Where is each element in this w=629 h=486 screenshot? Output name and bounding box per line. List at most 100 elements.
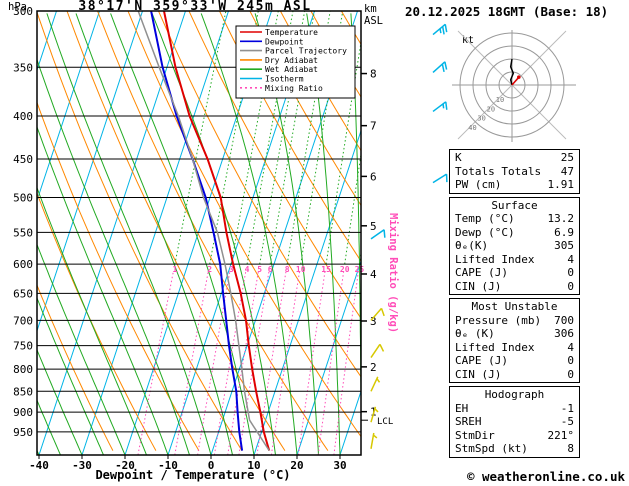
series-parcel-trajectory: [137, 11, 270, 452]
wind-barb: [370, 343, 385, 358]
index-value: 25: [560, 151, 574, 164]
km-tick-label: 5: [370, 220, 377, 233]
pressure-tick-label: 600: [13, 258, 33, 271]
index-row: StmDir 221°: [450, 429, 579, 443]
wind-barb: [370, 307, 385, 321]
index-row: Lifted Index 4: [450, 341, 579, 355]
index-row: CAPE (J) 0: [450, 354, 579, 368]
mixing-ratio-value: 10: [296, 265, 306, 274]
index-row: CAPE (J) 0: [450, 266, 579, 280]
mixing-ratio-value: 3: [229, 265, 234, 274]
wet-adiabats: [37, 13, 361, 455]
pressure-tick-label: 400: [13, 110, 33, 123]
index-row: Dewp (°C) 6.9: [450, 226, 579, 240]
wind-barb: [370, 432, 378, 449]
wind-barb: [432, 101, 448, 113]
pressure-tick-label: 450: [13, 153, 33, 166]
index-label: PW (cm): [455, 178, 502, 191]
temp-tick-label: -40: [29, 459, 49, 472]
index-value: 1.91: [547, 178, 575, 191]
pressure-tick-label: 300: [13, 5, 33, 18]
skewt-background: [37, 11, 361, 455]
isotherms: [37, 11, 361, 455]
index-row: EH -1: [450, 402, 579, 416]
index-label: EH: [455, 401, 469, 415]
index-label: CIN (J): [455, 279, 502, 293]
index-row: StmSpd (kt) 8: [450, 442, 579, 456]
pressure-unit-label: hPa: [8, 1, 27, 13]
index-value: -1: [560, 401, 574, 415]
legend-label: Mixing Ratio: [265, 84, 323, 93]
temp-tick-label: -20: [115, 459, 135, 472]
mixing-ratio-value: 8: [285, 265, 290, 274]
skewt-chart: hPa 38°17'N 359°33'W 245m ASL km ASL Mix…: [8, 0, 448, 482]
temp-tick-label: 30: [333, 459, 346, 472]
hodo-ring-label: 40: [468, 124, 476, 132]
pressure-tick-label: 950: [13, 426, 33, 439]
temp-axis: -40 -30 -20 -10 0 10 20 30: [29, 455, 347, 472]
mixing-ratio-value: 20: [340, 265, 350, 274]
index-label: θₑ (K): [455, 327, 495, 340]
index-value: 8: [567, 442, 574, 455]
wind-barb: [432, 61, 448, 74]
index-row: K 25: [450, 151, 579, 165]
index-value: 0: [567, 279, 574, 293]
pressure-axis: 300 350 400 450 500 550 600 650 700 750 800 850 900 9…: [13, 5, 361, 439]
legend-label: Dry Adiabat: [265, 56, 318, 65]
indices-tables: K 25 Totals Totals 47 PW (cm) 1.91 Surface Temp…: [449, 149, 580, 458]
legend-label: Wet Adiabat: [265, 65, 318, 74]
index-label: Dewp (°C): [455, 225, 515, 239]
index-label: CAPE (J): [455, 266, 508, 279]
legend-label: Parcel Trajectory: [265, 47, 347, 56]
temp-tick-label: 10: [247, 459, 260, 472]
datetime-label: 20.12.2025 18GMT (Base: 18): [405, 4, 609, 19]
hodo-ring-label: 20: [487, 105, 495, 113]
index-label: StmSpd (kt): [455, 442, 528, 455]
index-row: Pressure (mb) 700: [450, 314, 579, 328]
legend-label: Temperature: [265, 28, 318, 37]
temp-tick-label: -10: [158, 459, 178, 472]
mixing-ratio-axis-label: Mixing Ratio (g/kg): [387, 213, 399, 333]
index-label: StmDir: [455, 428, 495, 442]
index-value: 0: [567, 266, 574, 279]
copyright: © weatheronline.co.uk: [466, 469, 625, 484]
mixing-ratio-value: 1: [172, 265, 177, 274]
pressure-tick-label: 500: [13, 192, 33, 205]
pressure-tick-label: 650: [13, 287, 33, 300]
chart-title: 38°17'N 359°33'W 245m ASL: [78, 0, 311, 14]
km-tick-label: 8: [370, 68, 377, 81]
series-dewpoint: [150, 11, 244, 451]
mixing-ratio-value: 15: [321, 265, 331, 274]
mixing-ratio-value: 5: [257, 265, 262, 274]
index-value: 6.9: [554, 225, 574, 239]
plot-frame: [36, 10, 362, 456]
hodo-ring-label: 10: [496, 96, 504, 104]
index-label: Totals Totals: [455, 164, 542, 178]
index-value: 306: [554, 327, 574, 340]
pressure-tick-label: 900: [13, 406, 33, 419]
km-tick-label: 7: [370, 120, 377, 133]
indices-section-header: Hodograph: [484, 388, 545, 401]
wind-barb: [370, 376, 381, 392]
temp-tick-label: 20: [290, 459, 303, 472]
km-tick-label: 3: [370, 315, 377, 328]
legend-label: Dewpoint: [265, 37, 304, 46]
indices-box: Most Unstable Pressure (mb) 700 θₑ (K) 306 Li…: [449, 298, 580, 383]
wind-barb: [432, 23, 448, 36]
indices-section-header: Surface: [491, 198, 538, 212]
index-label: θₑ(K): [455, 239, 489, 252]
index-value: 305: [554, 239, 574, 252]
storm-motion-dot: [517, 75, 521, 79]
mixing-ratio-value: 4: [245, 265, 250, 274]
index-value: 700: [554, 313, 574, 327]
x-axis-label: Dewpoint / Temperature (°C): [95, 468, 290, 482]
index-value: 0: [567, 354, 574, 367]
mixing-ratio-labels: 1 2 3 4 5 6 8 10 15 20 25: [172, 265, 364, 274]
indices-section-header: Most Unstable: [471, 300, 558, 313]
index-label: Temp (°C): [455, 212, 515, 225]
